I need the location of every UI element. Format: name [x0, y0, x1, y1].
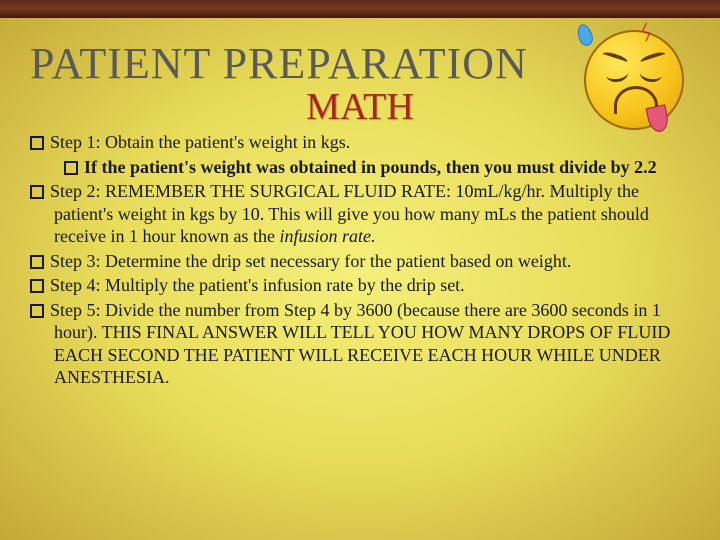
slide-body: Step 1: Obtain the patient's weight in k…	[30, 131, 690, 389]
step-text: Step 4: Multiply the patient's infusion …	[50, 275, 465, 295]
step-text: Step 3: Determine the drip set necessary…	[50, 251, 571, 271]
bullet-icon	[30, 304, 44, 318]
bullet-icon	[30, 136, 44, 150]
step-3: Step 3: Determine the drip set necessary…	[30, 250, 690, 273]
bullet-icon	[30, 255, 44, 269]
step-2: Step 2: REMEMBER THE SURGICAL FLUID RATE…	[30, 180, 690, 248]
step-1-sub: If the patient's weight was obtained in …	[64, 156, 690, 179]
slide: ϟ PATIENT PREPARATION MATH Step 1: Obtai…	[0, 0, 720, 540]
worried-face-icon: ϟ	[580, 22, 690, 132]
step-1: Step 1: Obtain the patient's weight in k…	[30, 131, 690, 154]
step-text: Step 5: Divide the number from Step 4 by…	[50, 300, 670, 388]
substep-text: If the patient's weight was obtained in …	[84, 157, 657, 177]
step-text: Step 1: Obtain the patient's weight in k…	[50, 132, 350, 152]
step-5: Step 5: Divide the number from Step 4 by…	[30, 299, 690, 389]
bullet-icon	[30, 279, 44, 293]
top-accent-border	[0, 0, 720, 18]
step-em: infusion rate.	[279, 226, 375, 246]
bullet-icon	[30, 185, 44, 199]
step-4: Step 4: Multiply the patient's infusion …	[30, 274, 690, 297]
bullet-icon	[64, 161, 78, 175]
